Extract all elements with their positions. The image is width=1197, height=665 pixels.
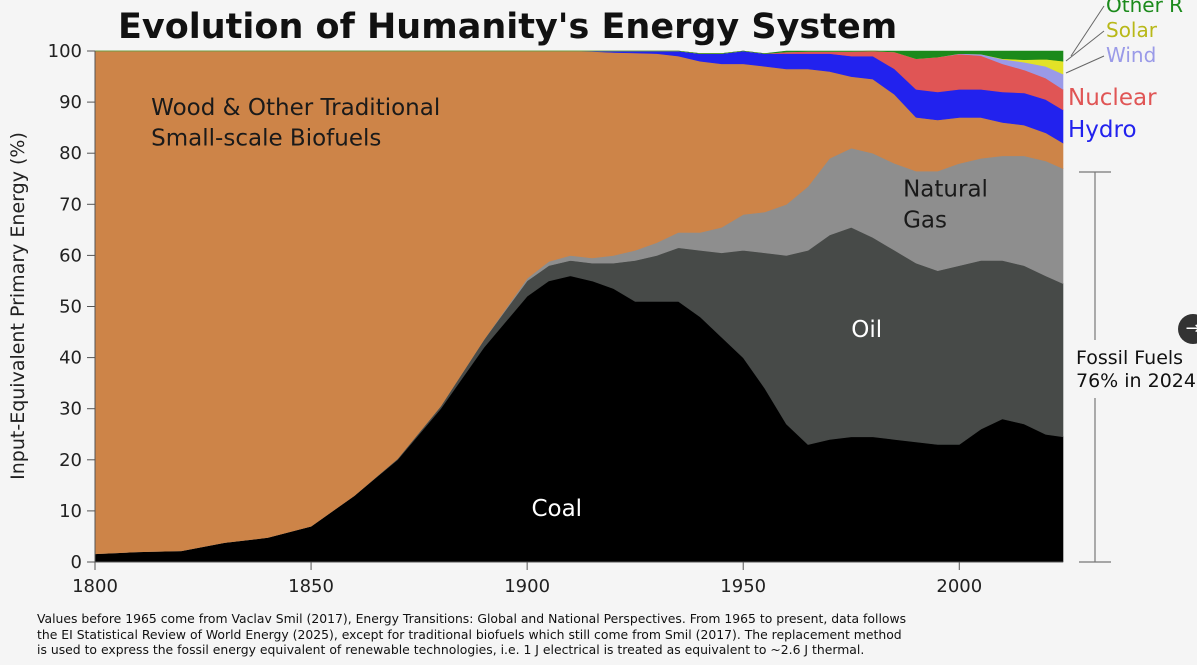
legend-label: Hydro [1068, 117, 1137, 143]
x-tick-label: 1900 [504, 576, 550, 597]
chart: Evolution of Humanity's Energy System 01… [0, 0, 1197, 610]
area-label: Wood & Other Traditional [151, 95, 440, 121]
chart-title: Evolution of Humanity's Energy System [118, 7, 897, 47]
y-tick-label: 90 [59, 92, 82, 113]
area-label: Oil [851, 317, 882, 343]
y-tick-label: 100 [48, 41, 82, 62]
y-axis-label: Input-Equivalent Primary Energy (%) [7, 132, 29, 480]
x-tick-label: 2000 [936, 576, 982, 597]
y-tick-label: 80 [59, 143, 82, 164]
legend-label: Nuclear [1068, 85, 1157, 111]
y-tick-label: 50 [59, 297, 82, 318]
x-tick-label: 1950 [720, 576, 766, 597]
legend-leader-line [1071, 6, 1104, 56]
y-tick-label: 40 [59, 348, 82, 369]
bracket-label: Fossil Fuels [1076, 347, 1183, 369]
x-tick-label: 1800 [72, 576, 118, 597]
y-axis: 0 10 20 30 40 50 60 70 80 90 100 [48, 41, 95, 573]
legend-leader-line [1066, 56, 1104, 73]
x-tick-label: 1850 [288, 576, 334, 597]
legend-label: Solar [1106, 18, 1158, 42]
bracket-label: 76% in 2024 [1076, 370, 1196, 392]
legend-label: Other R [1106, 0, 1183, 17]
source-caption: Values before 1965 come from Vaclav Smil… [37, 611, 1187, 658]
area-label: Small-scale Biofuels [151, 126, 381, 152]
y-tick-label: 20 [59, 450, 82, 471]
y-tick-label: 10 [59, 501, 82, 522]
legend-label: Wind [1106, 43, 1156, 67]
area-label: Coal [531, 496, 582, 522]
x-axis: 1800 1850 1900 1950 2000 [72, 562, 1063, 597]
y-tick-label: 60 [59, 245, 82, 266]
y-tick-label: 30 [59, 399, 82, 420]
area-label: Natural [903, 177, 988, 203]
area-label: Gas [903, 207, 947, 233]
y-tick-label: 0 [71, 552, 82, 573]
y-tick-label: 70 [59, 194, 82, 215]
